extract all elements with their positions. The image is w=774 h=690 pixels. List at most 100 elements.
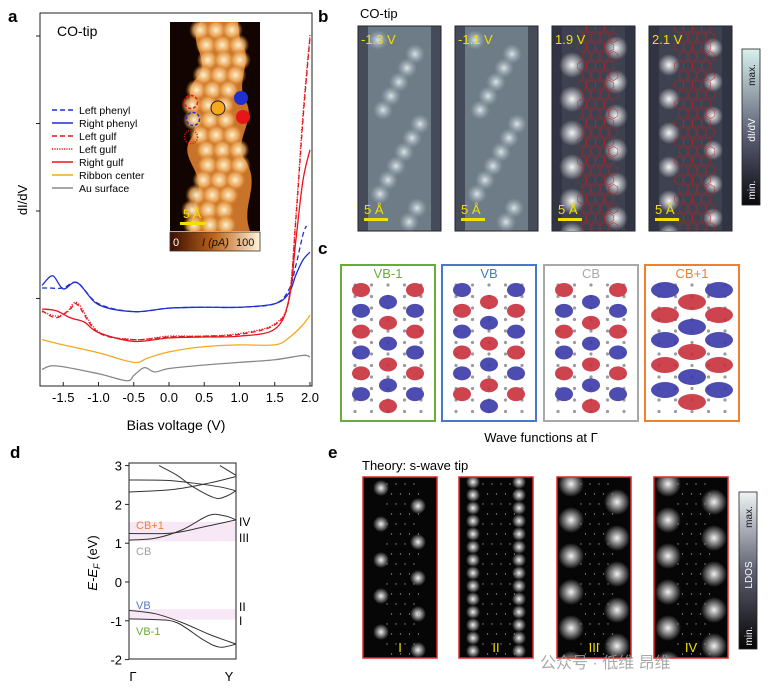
atom <box>607 643 609 645</box>
atom <box>695 523 697 525</box>
atom <box>589 623 591 625</box>
ldos-feature <box>466 540 480 554</box>
level-label-iii: III <box>239 531 249 545</box>
atom <box>723 398 727 402</box>
atom <box>699 553 702 555</box>
lobe-positive <box>480 336 498 351</box>
atom <box>605 340 610 345</box>
stm-feature <box>658 88 680 110</box>
atom <box>723 329 727 333</box>
hexagon-overlay <box>577 60 587 72</box>
atom <box>704 523 706 525</box>
atom <box>677 623 679 625</box>
bias-label: 2.1 V <box>652 32 683 47</box>
atom <box>708 633 711 635</box>
atom <box>503 398 508 402</box>
atom <box>353 317 357 322</box>
atom <box>584 493 587 495</box>
atom <box>402 398 407 402</box>
atom <box>593 533 596 535</box>
atom <box>686 503 688 505</box>
hexagon-overlay <box>701 60 711 72</box>
y-tick-label: 3 <box>115 459 122 474</box>
hexagon-overlay <box>581 184 592 195</box>
hexagon-overlay <box>599 203 610 214</box>
atom <box>404 583 406 585</box>
atom <box>408 553 411 555</box>
ldos-feature <box>373 516 389 532</box>
atom <box>690 653 693 655</box>
hexagon-overlay <box>687 184 698 195</box>
atom <box>390 613 393 615</box>
ldos-feature <box>701 669 727 690</box>
ldos-feature <box>701 633 727 658</box>
atom <box>572 352 577 356</box>
hexagon-overlay <box>696 32 707 43</box>
atom <box>520 317 524 322</box>
hexagon-overlay <box>604 79 614 91</box>
atom <box>500 483 502 485</box>
atom <box>681 633 684 635</box>
atom <box>690 363 694 368</box>
atom <box>520 340 524 345</box>
atom <box>404 543 406 545</box>
atom <box>673 352 678 356</box>
hexagon-overlay <box>608 32 619 43</box>
lobe-negative <box>582 295 600 309</box>
hexagon-overlay <box>701 98 711 110</box>
atom <box>386 623 388 625</box>
atom <box>611 593 614 595</box>
atom <box>503 329 508 333</box>
ldos-feature <box>512 631 526 645</box>
atom <box>607 623 609 625</box>
atom <box>369 306 374 310</box>
band-line <box>128 513 237 541</box>
x-tick-y: Y <box>225 669 234 684</box>
hexagon-overlay <box>581 108 592 119</box>
atom <box>605 317 610 322</box>
atom <box>657 398 661 402</box>
ldos-feature <box>410 498 426 514</box>
ldos-feature <box>604 489 630 515</box>
hexagon-overlay <box>692 212 702 224</box>
atom <box>589 503 591 505</box>
atom <box>572 398 577 402</box>
atom <box>584 513 587 515</box>
stm-feature <box>604 104 628 128</box>
hexagon-overlay <box>678 203 689 214</box>
atom <box>408 593 411 595</box>
hexagon-overlay <box>590 222 601 231</box>
stm-feature <box>604 70 628 94</box>
atom <box>486 493 489 495</box>
hexagon-overlay <box>683 155 693 167</box>
atom <box>602 593 605 595</box>
hexagon-overlay <box>674 193 684 205</box>
hexagon-overlay <box>581 165 592 176</box>
atom <box>369 294 374 299</box>
bias-label: -1.3 V <box>361 32 396 47</box>
ldos-feature <box>558 477 584 497</box>
atom <box>602 533 605 535</box>
marker-right-phenyl <box>234 91 248 105</box>
atom <box>504 573 507 575</box>
atom <box>598 483 600 485</box>
lobe-positive <box>678 344 706 360</box>
atom <box>598 623 600 625</box>
ldos-feature <box>701 597 727 623</box>
hexagon-overlay <box>705 165 716 176</box>
hexagon-overlay <box>687 51 698 62</box>
marker-right-gulf <box>236 110 250 124</box>
lobe-positive <box>406 324 424 339</box>
ldos-feature <box>655 477 681 497</box>
ldos-feature <box>466 579 480 593</box>
ldos-feature <box>373 660 389 676</box>
didv-map: -1.3 V 5 Å <box>357 25 442 232</box>
atom <box>723 375 727 379</box>
hexagon-overlay <box>595 117 605 129</box>
hexagon-overlay <box>683 26 693 34</box>
hexagon-overlay <box>687 89 698 100</box>
atom <box>584 593 587 595</box>
hexagon-overlay <box>604 98 614 110</box>
atom <box>399 633 402 635</box>
hexagon-overlay <box>586 60 596 72</box>
